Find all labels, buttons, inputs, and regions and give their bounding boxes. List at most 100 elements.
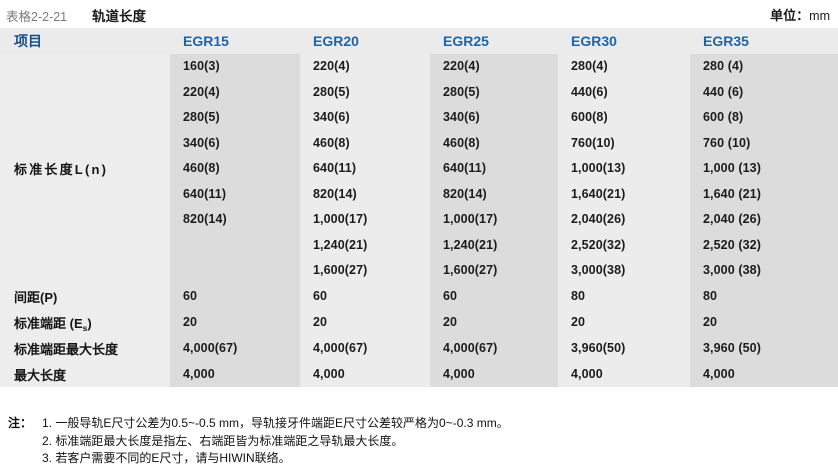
notes-head: 注： bbox=[8, 416, 33, 430]
cell-value: 1,000(17) bbox=[300, 206, 430, 232]
cell-value: 820(14) bbox=[430, 181, 558, 207]
cell-value: 1,640 (21) bbox=[690, 181, 838, 207]
note-text-3: 3. 若客户需要不同的E尺寸，请与HIWIN联络。 bbox=[42, 451, 291, 465]
cell-value: 1,240(21) bbox=[430, 232, 558, 258]
table-row: 标准端距 (Es) 20 20 20 20 20 bbox=[0, 309, 838, 335]
cell-value: 460(8) bbox=[430, 130, 558, 156]
cell-value: 280(5) bbox=[300, 79, 430, 105]
cell-value: 4,000(67) bbox=[300, 335, 430, 361]
cell-value: 2,520(32) bbox=[558, 232, 690, 258]
cell-value: 1,240(21) bbox=[300, 232, 430, 258]
cell-value: 4,000 bbox=[170, 361, 300, 387]
table-body: 标准长度L(n) 160(3) 220(4) 220(4) 280(4) 280 (4) 2… bbox=[0, 53, 838, 387]
cell-value: 4,000(67) bbox=[430, 335, 558, 361]
cell-value: 4,000 bbox=[690, 361, 838, 387]
cell-value: 20 bbox=[690, 309, 838, 335]
cell-value: 4,000 bbox=[430, 361, 558, 387]
table-row: 460(8) 640(11) 640(11) 1,000(13) 1,000 (13) bbox=[0, 155, 838, 181]
cell-value: 160(3) bbox=[170, 53, 300, 79]
row-label: 标准端距最大长度 bbox=[0, 335, 170, 361]
cell-value: 440(6) bbox=[558, 79, 690, 105]
cell-value: 2,040 (26) bbox=[690, 206, 838, 232]
table-title: 轨道长度 bbox=[92, 9, 146, 24]
cell-value: 1,000(17) bbox=[430, 206, 558, 232]
cell-value: 340(6) bbox=[430, 104, 558, 130]
cell-value: 1,640(21) bbox=[558, 181, 690, 207]
table-row: 340(6) 460(8) 460(8) 760(10) 760 (10) bbox=[0, 130, 838, 156]
cell-value: 20 bbox=[300, 309, 430, 335]
cell-value: 60 bbox=[300, 283, 430, 309]
cell-value: 3,960(50) bbox=[558, 335, 690, 361]
cell-value: 600(8) bbox=[558, 104, 690, 130]
cell-value: 640(11) bbox=[170, 181, 300, 207]
row-label: 标准端距 (Es) bbox=[0, 309, 170, 335]
notes-block: 注： 1. 一般导轨E尺寸公差为0.5~-0.5 mm，导轨接牙件端距E尺寸公差… bbox=[0, 415, 838, 468]
note-text-1: 1. 一般导轨E尺寸公差为0.5~-0.5 mm，导轨接牙件端距E尺寸公差较严格… bbox=[42, 416, 509, 430]
unit-value: mm bbox=[809, 9, 830, 23]
note-line-2: 2. 标准端距最大长度是指左、右端距皆为标准端距之导轨最大长度。 bbox=[0, 433, 838, 451]
cell-value: 4,000(67) bbox=[170, 335, 300, 361]
table-row: 220(4) 280(5) 280(5) 440(6) 440 (6) bbox=[0, 79, 838, 105]
cell-value: 60 bbox=[430, 283, 558, 309]
header-row: 项目 EGR15 EGR20 EGR25 EGR30 EGR35 bbox=[0, 28, 838, 54]
cell-value: 3,000 (38) bbox=[690, 257, 838, 283]
cell-value: 1,000(13) bbox=[558, 155, 690, 181]
cell-value: 2,040(26) bbox=[558, 206, 690, 232]
cell-value: 280(4) bbox=[558, 53, 690, 79]
note-line-3: 3. 若客户需要不同的E尺寸，请与HIWIN联络。 bbox=[0, 450, 838, 468]
cell-value: 220(4) bbox=[430, 53, 558, 79]
cell-value: 340(6) bbox=[170, 130, 300, 156]
cell-value: 220(4) bbox=[170, 79, 300, 105]
cell-value: 4,000 bbox=[300, 361, 430, 387]
cell-value: 280 (4) bbox=[690, 53, 838, 79]
cell-value: 340(6) bbox=[300, 104, 430, 130]
cell-value: 600 (8) bbox=[690, 104, 838, 130]
cell-value: 640(11) bbox=[300, 155, 430, 181]
row-label-standard-length: 标准长度L(n) bbox=[0, 53, 170, 283]
table-row: 280(5) 340(6) 340(6) 600(8) 600 (8) bbox=[0, 104, 838, 130]
table-row: 标准端距最大长度 4,000(67) 4,000(67) 4,000(67) 3,960… bbox=[0, 335, 838, 361]
note-text-2: 2. 标准端距最大长度是指左、右端距皆为标准端距之导轨最大长度。 bbox=[42, 433, 404, 448]
note-line-1: 注： 1. 一般导轨E尺寸公差为0.5~-0.5 mm，导轨接牙件端距E尺寸公差… bbox=[0, 415, 838, 433]
cell-value bbox=[170, 257, 300, 283]
cell-value: 220(4) bbox=[300, 53, 430, 79]
table-row: 820(14) 1,000(17) 1,000(17) 2,040(26) 2,040 … bbox=[0, 206, 838, 232]
cell-value: 280(5) bbox=[170, 104, 300, 130]
header-egr15: EGR15 bbox=[170, 28, 300, 54]
header-egr25: EGR25 bbox=[430, 28, 558, 54]
table-row: 640(11) 820(14) 820(14) 1,640(21) 1,640 (21) bbox=[0, 181, 838, 207]
header-item: 项目 bbox=[0, 28, 170, 54]
cell-value: 20 bbox=[558, 309, 690, 335]
row-label: 最大长度 bbox=[0, 361, 170, 387]
cell-value: 640(11) bbox=[430, 155, 558, 181]
rail-length-table: 项目 EGR15 EGR20 EGR25 EGR30 EGR35 标准长度L(n… bbox=[0, 28, 838, 387]
cell-value: 440 (6) bbox=[690, 79, 838, 105]
header-egr20: EGR20 bbox=[300, 28, 430, 54]
row-label: 间距(P) bbox=[0, 283, 170, 309]
cell-value: 1,600(27) bbox=[300, 257, 430, 283]
cell-value: 60 bbox=[170, 283, 300, 309]
cell-value: 80 bbox=[690, 283, 838, 309]
header-egr30: EGR30 bbox=[558, 28, 690, 54]
cell-value: 280(5) bbox=[430, 79, 558, 105]
cell-value: 4,000 bbox=[558, 361, 690, 387]
table-row: 间距(P) 60 60 60 80 80 bbox=[0, 283, 838, 309]
cell-value: 20 bbox=[430, 309, 558, 335]
cell-value bbox=[170, 232, 300, 258]
row-label-text: 标准长度L(n) bbox=[14, 161, 109, 177]
cell-value: 3,000(38) bbox=[558, 257, 690, 283]
cell-value: 820(14) bbox=[170, 206, 300, 232]
header-egr35: EGR35 bbox=[690, 28, 838, 54]
caption-row: 表格2-2-21 轨道长度 单位：mm bbox=[0, 4, 838, 26]
cell-value: 3,960 (50) bbox=[690, 335, 838, 361]
table-header: 项目 EGR15 EGR20 EGR25 EGR30 EGR35 bbox=[0, 28, 838, 54]
cell-value: 2,520 (32) bbox=[690, 232, 838, 258]
cell-value: 1,000 (13) bbox=[690, 155, 838, 181]
cell-value: 80 bbox=[558, 283, 690, 309]
cell-value: 760 (10) bbox=[690, 130, 838, 156]
cell-value: 460(8) bbox=[300, 130, 430, 156]
cell-value: 760(10) bbox=[558, 130, 690, 156]
table-row: 最大长度 4,000 4,000 4,000 4,000 4,000 bbox=[0, 361, 838, 387]
table-number: 表格2-2-21 bbox=[6, 10, 68, 24]
